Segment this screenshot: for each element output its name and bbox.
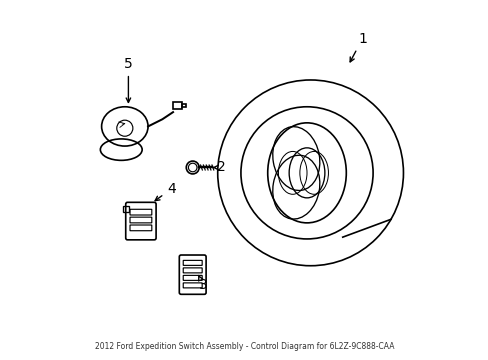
Text: 2: 2 xyxy=(213,161,225,175)
Text: 3: 3 xyxy=(198,275,207,292)
Text: 1: 1 xyxy=(349,32,366,62)
Text: 5: 5 xyxy=(124,57,133,103)
Text: 4: 4 xyxy=(155,182,175,201)
Text: 2012 Ford Expedition Switch Assembly - Control Diagram for 6L2Z-9C888-CAA: 2012 Ford Expedition Switch Assembly - C… xyxy=(95,342,393,351)
